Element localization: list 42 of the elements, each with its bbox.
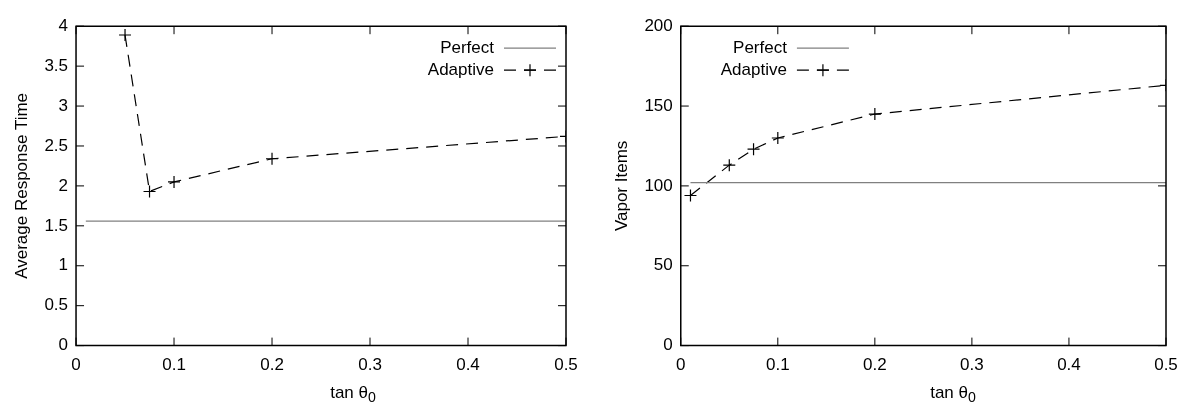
y-tick-label: 2 (58, 175, 69, 195)
point (771, 131, 785, 145)
x-tick-label: 0.3 (358, 355, 382, 375)
x-tick-label: 0.2 (863, 355, 887, 375)
point (142, 184, 157, 199)
x-axis-title: tan θ$_{0}$ (929, 383, 977, 406)
y-tick-label: 50 (653, 255, 673, 275)
y-axis-title: Average Response Time (11, 92, 31, 279)
y-tick-label: 100 (644, 175, 673, 195)
y-tick-label: 200 (644, 15, 673, 35)
y-tick-label: 0 (663, 335, 673, 355)
y-tick-label: 0.5 (44, 295, 69, 315)
x-tick-label: 0.3 (960, 355, 984, 375)
point (722, 158, 736, 172)
y-tick-label: 1.5 (44, 215, 69, 235)
point (167, 175, 181, 189)
legend-label: Adaptive (427, 59, 494, 79)
x-axis-title: tan θ$_{0}$ (329, 383, 377, 406)
y-tick-label: 0 (58, 335, 69, 355)
legend-label: Adaptive (720, 59, 787, 79)
y-tick-label: 1 (58, 255, 69, 275)
y-axis-title: Vapor Items (611, 140, 631, 232)
x-tick-label: 0.5 (1154, 355, 1178, 375)
x-tick-label: 0 (676, 355, 686, 375)
point (746, 142, 761, 156)
x-tick-label: 0.4 (1057, 355, 1081, 375)
x-tick-label: 0.2 (260, 355, 284, 375)
x-tick-label: 0.1 (162, 355, 186, 375)
y-tick-label: 3.5 (44, 55, 69, 75)
x-tick-label: 0.4 (456, 355, 480, 375)
x-tick-label: 0.5 (554, 355, 578, 375)
legend-label: Perfect (440, 37, 495, 57)
y-tick-label: 2.5 (44, 135, 69, 155)
legend-label: Perfect (733, 37, 788, 57)
y-tick-label: 4 (58, 15, 69, 35)
y-tick-label: 3 (58, 95, 69, 115)
point (118, 28, 132, 42)
point (868, 107, 882, 121)
point (265, 152, 279, 166)
x-tick-label: 0.1 (765, 355, 790, 375)
y-tick-label: 150 (644, 95, 673, 115)
point (683, 188, 698, 203)
